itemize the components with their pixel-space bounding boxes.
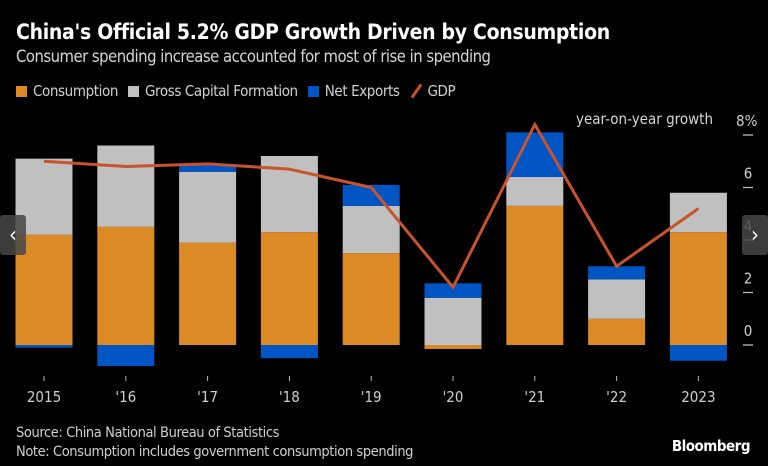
bar-consumption	[669, 232, 727, 345]
x-tick-label: '22	[606, 388, 627, 406]
legend: Consumption Gross Capital Formation Net …	[16, 82, 465, 100]
x-tick-label: '20	[443, 388, 464, 406]
x-tick-label: 2023	[681, 388, 715, 406]
bar-net-exports	[342, 184, 400, 206]
bar-net-exports	[97, 345, 155, 366]
bar-net-exports	[506, 132, 564, 177]
x-tick-label: '17	[197, 388, 218, 406]
bar-gross-capital-formation	[97, 145, 155, 227]
legend-swatch	[307, 85, 319, 97]
footnote: Note: Consumption includes government co…	[16, 444, 414, 460]
legend-item-gcf: Gross Capital Formation	[128, 82, 298, 100]
y-tick-label: 0	[744, 322, 753, 340]
x-tick-label: '16	[115, 388, 136, 406]
legend-item-gdp: GDP	[410, 82, 456, 100]
legend-item-net-exports: Net Exports	[307, 82, 400, 100]
bar-gross-capital-formation	[424, 297, 482, 345]
legend-label: Gross Capital Formation	[145, 82, 298, 100]
bar-gross-capital-formation	[342, 205, 400, 254]
y-tick-label: 8%	[736, 112, 758, 130]
y-tick-label: 2	[744, 270, 753, 288]
legend-label: Net Exports	[324, 82, 400, 100]
x-tick-label: '21	[524, 388, 545, 406]
bar-consumption	[179, 242, 237, 345]
y-tick-label: 6	[744, 165, 753, 183]
x-tick-label: '18	[279, 388, 300, 406]
bar-gross-capital-formation	[506, 177, 564, 206]
chart-subtitle: Consumer spending increase accounted for…	[16, 47, 491, 66]
bar-net-exports	[588, 266, 646, 280]
bar-gross-capital-formation	[588, 279, 646, 319]
x-tick-label: 2015	[27, 388, 61, 406]
bar-net-exports	[260, 345, 318, 359]
legend-swatch	[128, 85, 139, 97]
bar-net-exports	[424, 283, 482, 298]
bar-consumption	[424, 345, 482, 349]
bar-gross-capital-formation	[669, 192, 727, 233]
x-tick-label: '19	[361, 388, 382, 406]
bar-consumption	[97, 226, 155, 345]
bar-consumption	[588, 318, 646, 345]
bar-consumption	[260, 232, 318, 345]
legend-label: Consumption	[33, 82, 118, 100]
legend-swatch	[16, 85, 27, 97]
bar-net-exports	[15, 345, 73, 348]
source-note: Source: China National Bureau of Statist…	[16, 425, 280, 441]
bloomberg-logo: Bloomberg	[671, 437, 751, 455]
bar-net-exports	[669, 345, 727, 361]
next-arrow-button[interactable]: ›	[742, 215, 768, 255]
legend-item-consumption: Consumption	[16, 82, 118, 100]
bar-consumption	[506, 205, 564, 345]
legend-label: GDP	[427, 82, 456, 100]
bar-net-exports	[179, 165, 237, 172]
previous-arrow-button[interactable]: ‹	[0, 215, 26, 255]
bar-consumption	[342, 253, 400, 345]
y-axis-label: year-on-year growth	[576, 110, 713, 128]
bar-gross-capital-formation	[179, 171, 237, 243]
chart-title: China's Official 5.2% GDP Growth Driven …	[16, 20, 610, 44]
